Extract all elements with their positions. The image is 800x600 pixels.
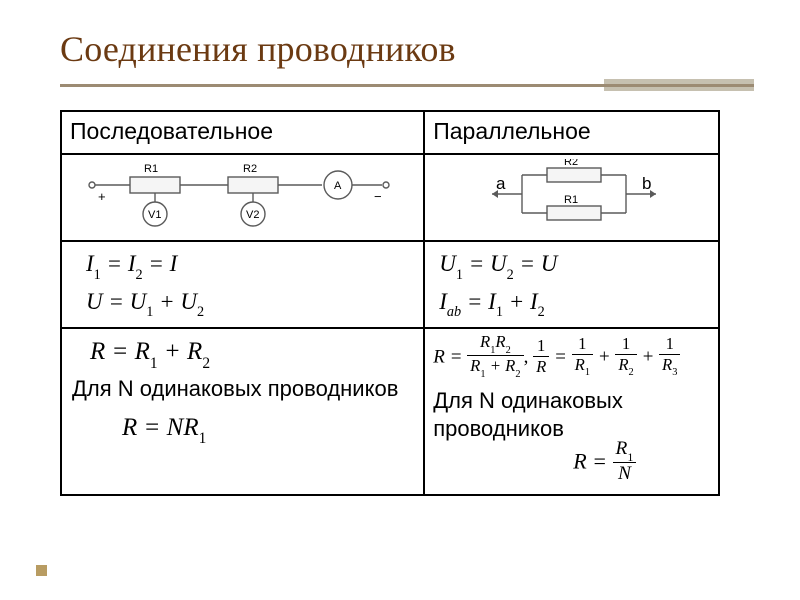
series-circuit-diagram: R1 R2 A V1 V2 + − [78, 159, 408, 229]
svg-text:R2: R2 [243, 163, 257, 175]
series-circuit-cell: R1 R2 A V1 V2 + − [61, 154, 424, 241]
svg-text:V2: V2 [246, 209, 259, 221]
header-parallel: Параллельное [424, 111, 719, 154]
svg-text:R1: R1 [144, 163, 158, 175]
svg-text:+: + [98, 189, 106, 204]
slide-title: Соединения проводников [60, 28, 754, 70]
footer-bullet [36, 565, 47, 576]
parallel-resistance: R = R1R2 R1 + R2 , 1R = 1R1 + 1R2 + 1R3 … [424, 328, 719, 494]
header-series: Последовательное [61, 111, 424, 154]
series-resistance: R = R1 + R2 Для N одинаковых проводников… [61, 328, 424, 494]
parallel-equations: U1 = U2 = U Iab = I1 + I2 [424, 241, 719, 328]
parallel-circuit-cell: R2 R1 a b [424, 154, 719, 241]
comparison-table: Последовательное Параллельное [60, 110, 720, 496]
svg-text:a: a [496, 174, 506, 193]
parallel-circuit-diagram: R2 R1 a b [462, 159, 682, 229]
svg-text:A: A [334, 180, 342, 192]
title-rule [60, 84, 754, 88]
series-equations: I1 = I2 = I U = U1 + U2 [61, 241, 424, 328]
svg-text:−: − [374, 189, 382, 204]
svg-text:R2: R2 [564, 159, 578, 168]
svg-text:V1: V1 [148, 209, 161, 221]
svg-text:b: b [642, 174, 651, 193]
svg-text:R1: R1 [564, 194, 578, 206]
